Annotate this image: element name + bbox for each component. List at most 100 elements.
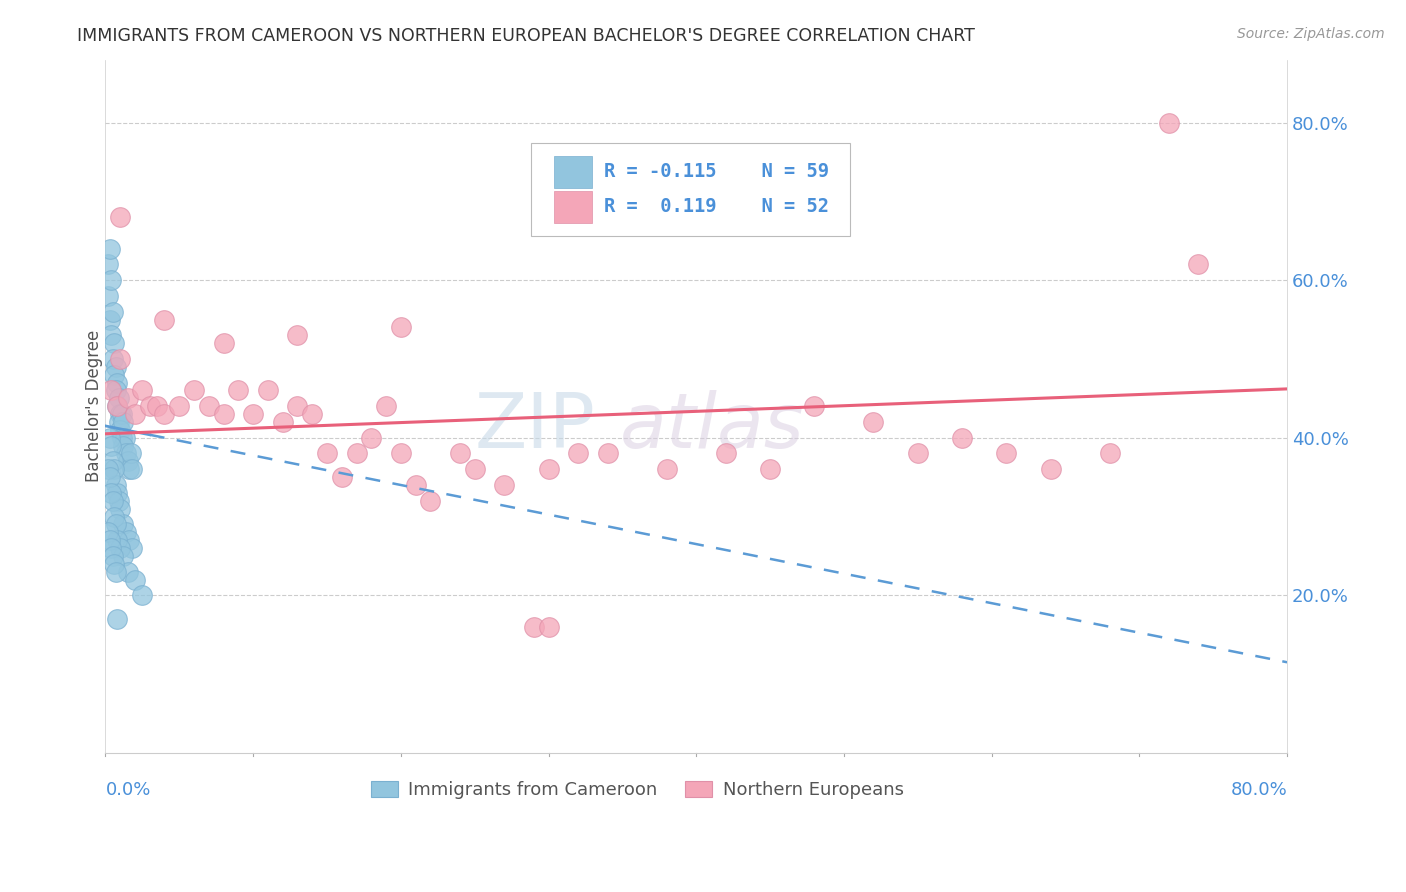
Point (759, 462, 782, 476)
Point (464, 462, 486, 476)
Point (1098, 446, 1121, 460)
Point (100, 486, 122, 500)
Point (537, 462, 560, 476)
FancyBboxPatch shape (531, 143, 849, 236)
Point (98, 242, 121, 256)
FancyBboxPatch shape (554, 191, 592, 222)
Point (153, 312, 176, 326)
Point (97, 289, 120, 303)
Text: Source: ZipAtlas.com: Source: ZipAtlas.com (1237, 27, 1385, 41)
Point (104, 384, 127, 398)
Point (360, 431, 382, 445)
Point (105, 533, 128, 548)
Legend: Immigrants from Cameroon, Northern Europeans: Immigrants from Cameroon, Northern Europ… (363, 773, 911, 806)
Point (287, 399, 309, 413)
Point (103, 557, 125, 571)
Point (105, 399, 128, 413)
Point (153, 407, 176, 421)
Point (131, 384, 153, 398)
Point (118, 462, 141, 476)
Point (257, 384, 280, 398)
Point (97, 462, 120, 476)
Text: R =  0.119    N = 52: R = 0.119 N = 52 (605, 197, 830, 216)
Point (330, 470, 353, 484)
Point (389, 446, 412, 460)
Point (104, 478, 127, 492)
Point (655, 462, 678, 476)
Point (103, 509, 125, 524)
Point (375, 399, 398, 413)
Point (98, 533, 121, 548)
Point (287, 328, 309, 343)
Point (169, 399, 191, 413)
Point (112, 439, 135, 453)
Point (108, 351, 131, 366)
Point (107, 392, 129, 406)
Point (950, 431, 973, 445)
Point (100, 384, 122, 398)
Point (1039, 462, 1062, 476)
Point (494, 478, 516, 492)
Point (107, 493, 129, 508)
Point (131, 588, 153, 602)
Point (101, 304, 124, 318)
Point (389, 320, 412, 334)
Point (108, 501, 131, 516)
Point (103, 462, 125, 476)
Point (537, 620, 560, 634)
Point (419, 493, 441, 508)
Point (104, 359, 127, 374)
Point (101, 549, 124, 563)
Point (907, 446, 929, 460)
Point (101, 493, 124, 508)
Point (301, 407, 323, 421)
Text: 0.0%: 0.0% (105, 780, 150, 798)
Text: atlas: atlas (620, 390, 804, 464)
Point (1157, 115, 1180, 129)
Point (98, 312, 121, 326)
Point (271, 415, 294, 429)
Point (124, 407, 146, 421)
Point (108, 210, 131, 224)
Point (118, 533, 141, 548)
Text: IMMIGRANTS FROM CAMEROON VS NORTHERN EUROPEAN BACHELOR'S DEGREE CORRELATION CHAR: IMMIGRANTS FROM CAMEROON VS NORTHERN EUR… (77, 27, 976, 45)
Text: ZIP: ZIP (475, 390, 596, 464)
Point (104, 517, 127, 532)
Point (242, 407, 264, 421)
Point (111, 407, 134, 421)
Point (803, 399, 825, 413)
Point (112, 415, 135, 429)
Point (117, 392, 139, 406)
Point (105, 399, 128, 413)
Point (146, 399, 169, 413)
Point (228, 384, 250, 398)
Point (111, 431, 134, 445)
Point (862, 415, 884, 429)
Text: 80.0%: 80.0% (1230, 780, 1286, 798)
Text: R = -0.115    N = 59: R = -0.115 N = 59 (605, 162, 830, 181)
Point (405, 478, 427, 492)
FancyBboxPatch shape (554, 156, 592, 188)
Point (138, 399, 160, 413)
Point (117, 454, 139, 468)
Point (183, 384, 205, 398)
Point (120, 446, 142, 460)
Point (101, 454, 124, 468)
Point (115, 446, 138, 460)
Point (101, 351, 124, 366)
Point (124, 573, 146, 587)
Point (112, 549, 135, 563)
Point (108, 541, 131, 555)
Point (198, 399, 221, 413)
Point (103, 336, 125, 351)
Point (567, 446, 589, 460)
Point (105, 376, 128, 390)
Point (714, 446, 737, 460)
Point (98, 470, 121, 484)
Point (995, 446, 1018, 460)
Point (121, 462, 143, 476)
Point (108, 407, 131, 421)
Point (97, 257, 120, 271)
Point (100, 328, 122, 343)
Point (121, 541, 143, 555)
